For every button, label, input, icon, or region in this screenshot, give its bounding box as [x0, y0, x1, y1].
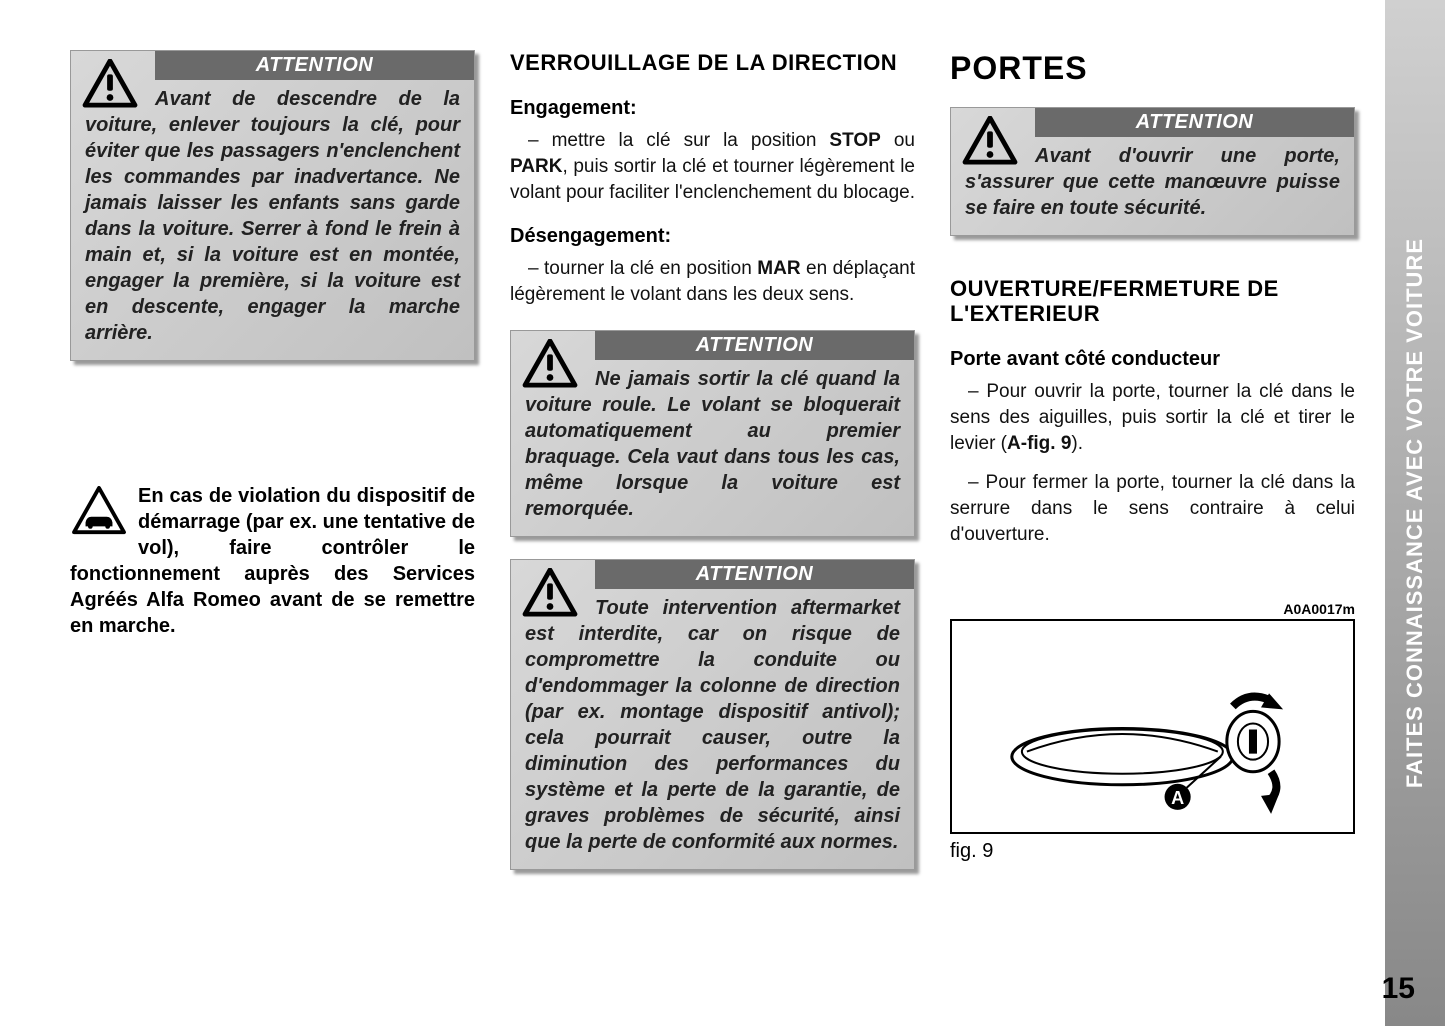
warning-triangle-icon	[81, 59, 139, 109]
attention-box-aftermarket: ATTENTION Toute intervention aftermarket…	[510, 559, 915, 870]
column-2: VERROUILLAGE DE LA DIRECTION Engagement:…	[510, 50, 915, 996]
info-box-violation: En cas de violation du dispositif de dém…	[70, 483, 475, 639]
warning-triangle-icon	[521, 339, 579, 389]
heading-ouverture: OUVERTURE/FERMETURE DE L'EXTERIEUR	[950, 276, 1355, 327]
attention-text: Ne jamais sortir la clé quand la voiture…	[525, 366, 900, 522]
heading-portes: PORTES	[950, 50, 1355, 87]
attention-text: Toute intervention aftermarket est inter…	[525, 595, 900, 855]
column-3: PORTES ATTENTION Avant d'ouvrir une port…	[950, 50, 1355, 996]
figure-9: A0A0017m	[950, 601, 1355, 863]
warning-triangle-icon	[961, 116, 1019, 166]
attention-box-cle: ATTENTION Ne jamais sortir la clé quand …	[510, 330, 915, 537]
svg-text:A: A	[1171, 788, 1184, 808]
page-number: 15	[1382, 972, 1415, 1006]
side-tab-text: FAITES CONNAISSANCE AVEC VOTRE VOITURE	[1402, 238, 1428, 788]
body-fermer: – Pour fermer la porte, tourner la clé d…	[950, 470, 1355, 547]
figure-code: A0A0017m	[950, 601, 1355, 617]
attention-text: Avant d'ouvrir une porte, s'assurer que …	[965, 143, 1340, 221]
car-triangle-icon	[70, 486, 128, 536]
body-engagement: – mettre la clé sur la position STOP ou …	[510, 128, 915, 205]
attention-header: ATTENTION	[595, 560, 914, 589]
heading-verrouillage: VERROUILLAGE DE LA DIRECTION	[510, 50, 915, 75]
attention-box-descend: ATTENTION Avant de descendre de la voitu…	[70, 50, 475, 361]
side-tab: FAITES CONNAISSANCE AVEC VOTRE VOITURE	[1385, 0, 1445, 1026]
info-text: En cas de violation du dispositif de dém…	[70, 483, 475, 639]
warning-triangle-icon	[521, 568, 579, 618]
body-desengagement: – tourner la clé en position MAR en dépl…	[510, 256, 915, 307]
figure-caption: fig. 9	[950, 840, 1355, 863]
subheading-desengagement: Désengagement:	[510, 225, 915, 248]
body-ouvrir: – Pour ouvrir la porte, tourner la clé d…	[950, 379, 1355, 456]
attention-header: ATTENTION	[155, 51, 474, 80]
attention-box-porte: ATTENTION Avant d'ouvrir une porte, s'as…	[950, 107, 1355, 236]
attention-header: ATTENTION	[1035, 108, 1354, 137]
figure-image: A	[950, 619, 1355, 834]
subheading-engagement: Engagement:	[510, 97, 915, 120]
attention-header: ATTENTION	[595, 331, 914, 360]
column-1: ATTENTION Avant de descendre de la voitu…	[70, 50, 475, 996]
attention-text: Avant de descendre de la voiture, enleve…	[85, 86, 460, 346]
subheading-porte-avant: Porte avant côté conducteur	[950, 348, 1355, 371]
